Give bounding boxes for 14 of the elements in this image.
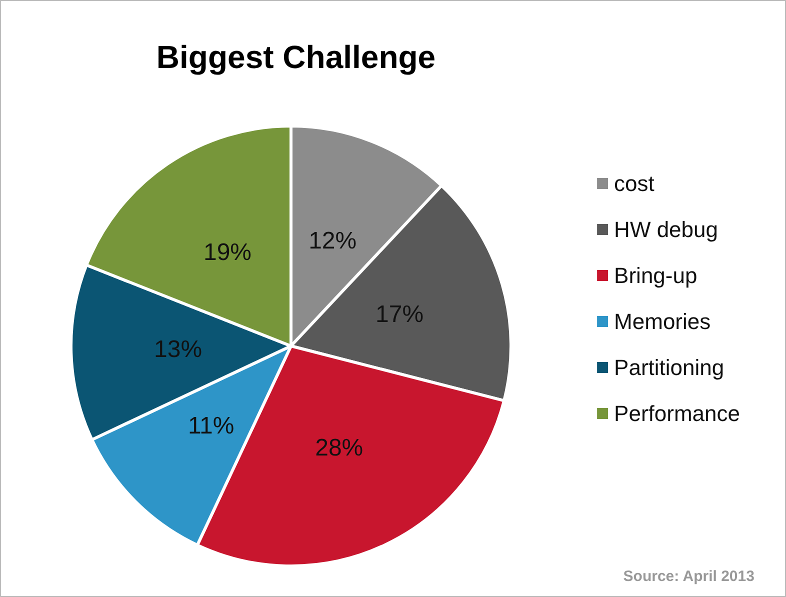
data-label: 12% [308,227,357,254]
legend-label: Bring-up [614,263,698,288]
data-label: 13% [154,336,202,364]
legend-label: Partitioning [614,355,724,380]
legend-label: Memories [614,309,711,334]
chart-title: Biggest Challenge [156,39,436,75]
legend-label: HW debug [614,217,718,242]
source-note: Source: April 2013 [623,568,754,585]
data-label: 28% [315,434,364,462]
legend-label: cost [614,171,654,196]
data-label: 11% [188,412,234,440]
data-label: 19% [203,239,252,266]
legend-label: Performance [614,401,740,426]
data-label: 17% [375,300,424,328]
